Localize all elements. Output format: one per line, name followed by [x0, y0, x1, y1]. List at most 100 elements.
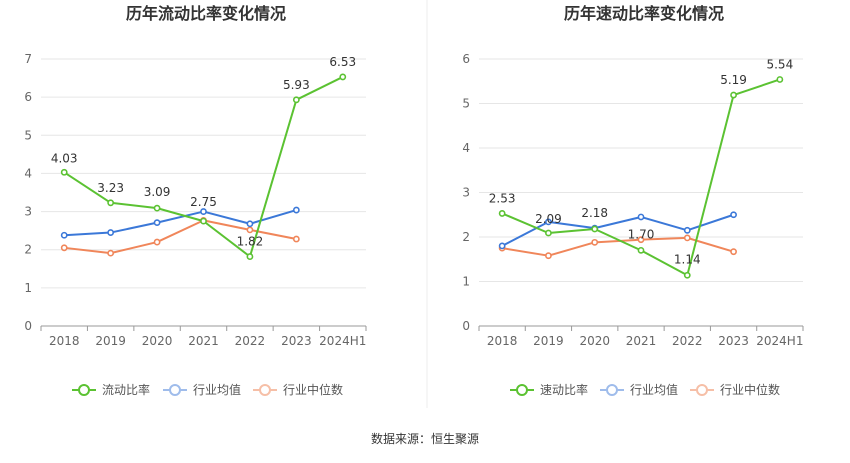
legend-marker-icon [259, 384, 271, 396]
data-point [637, 246, 645, 254]
chart-quick-ratio: 历年速动比率变化情况 0 1 2 3 4 5 6 2018 2019 2020 2021 2022 20… [462, 4, 804, 397]
data-point [683, 226, 691, 234]
legend-marker-icon [78, 384, 90, 396]
y-tick-label: 4 [462, 141, 470, 155]
y-tick-label: 1 [462, 275, 470, 289]
chart-current-ratio: 历年流动比率变化情况 0 1 2 3 4 5 6 7 2018 2019 2020 2021 2022 2… [24, 4, 367, 397]
legend-marker-icon [516, 384, 528, 396]
data-label: 5.19 [720, 73, 747, 87]
legend-marker-icon [696, 384, 708, 396]
data-point [637, 236, 645, 244]
data-point [60, 168, 68, 176]
data-label: 1.14 [674, 252, 701, 266]
data-point [107, 249, 115, 257]
data-point [107, 199, 115, 207]
data-point [545, 218, 552, 226]
data-point [498, 242, 506, 250]
x-tick-label: 2021 [188, 334, 219, 348]
x-tick-label: 2019 [95, 334, 126, 348]
data-point [60, 231, 68, 239]
data-point [637, 213, 645, 221]
data-point [153, 204, 161, 212]
data-point [683, 234, 691, 242]
data-label: 2.53 [489, 191, 516, 205]
data-point [107, 229, 115, 236]
series-line [501, 236, 734, 257]
x-tick-label: 2018 [49, 334, 80, 348]
y-tick-label: 3 [462, 186, 470, 200]
data-point [246, 220, 254, 228]
data-label: 3.09 [144, 185, 171, 199]
data-point [591, 238, 599, 246]
y-tick-label: 5 [462, 97, 470, 111]
data-label: 3.23 [97, 181, 124, 195]
legend-item-quick-ratio[interactable]: 速动比率 [510, 382, 588, 397]
x-tick-label: 2022 [235, 334, 266, 348]
data-point [545, 252, 552, 260]
data-point [153, 238, 161, 246]
y-tick-label: 1 [24, 281, 32, 295]
data-point [545, 229, 552, 237]
legend: 流动比率 行业均值 行业中位数 [72, 382, 343, 397]
x-tick-label: 2019 [533, 334, 564, 348]
legend-item-industry-median[interactable]: 行业中位数 [690, 382, 780, 397]
x-tick-label: 2020 [142, 334, 173, 348]
legend-item-industry-median[interactable]: 行业中位数 [253, 382, 343, 397]
data-point [246, 226, 254, 234]
legend-label: 行业中位数 [720, 382, 780, 397]
data-label: 5.93 [283, 78, 310, 92]
data-label: 1.70 [628, 227, 655, 241]
legend-item-current-ratio[interactable]: 流动比率 [72, 382, 150, 397]
legend-item-industry-average[interactable]: 行业均值 [163, 382, 241, 397]
data-point [60, 244, 68, 252]
y-tick-label: 2 [24, 243, 32, 257]
legend: 速动比率 行业均值 行业中位数 [510, 382, 780, 397]
x-tick-label: 2018 [487, 334, 518, 348]
data-label: 6.53 [329, 55, 356, 69]
data-point [498, 210, 506, 217]
data-source-note: 数据来源：恒生聚源 [371, 431, 479, 446]
x-tick-label: 2022 [672, 334, 703, 348]
data-point [776, 76, 784, 83]
data-point [200, 208, 207, 215]
plot-area: 0 1 2 3 4 5 6 7 2018 2019 2020 2021 2022 2023 2024H1 4.… [24, 52, 367, 348]
legend-label: 行业均值 [193, 382, 241, 397]
data-point [730, 211, 737, 219]
legend-marker-icon [606, 384, 618, 396]
x-tick-label: 2023 [718, 334, 749, 348]
y-tick-label: 0 [24, 319, 32, 333]
data-label: 2.18 [581, 206, 608, 220]
x-tick-label: 2023 [281, 334, 312, 348]
series-line [501, 78, 781, 277]
data-label: 1.82 [237, 235, 264, 249]
data-point [591, 225, 599, 233]
data-point [246, 253, 254, 260]
legend-label: 行业均值 [630, 382, 678, 397]
y-tick-label: 6 [462, 52, 470, 66]
data-label: 5.54 [766, 57, 793, 71]
data-point [153, 219, 161, 227]
data-label: 4.03 [51, 151, 78, 165]
legend-marker-icon [169, 384, 181, 396]
data-label: 2.09 [535, 212, 562, 226]
data-label: 2.75 [190, 195, 217, 209]
data-point [730, 91, 737, 99]
y-tick-label: 7 [24, 52, 32, 66]
legend-label: 行业中位数 [283, 382, 343, 397]
chart-title: 历年流动比率变化情况 [126, 4, 286, 23]
data-point [292, 206, 300, 214]
x-tick-label: 2021 [626, 334, 657, 348]
y-tick-label: 2 [462, 230, 470, 244]
legend-item-industry-average[interactable]: 行业均值 [600, 382, 678, 397]
data-point [683, 271, 691, 279]
series-line [501, 213, 734, 247]
data-point [200, 217, 207, 225]
legend-label: 速动比率 [540, 382, 588, 397]
series-line [63, 76, 344, 258]
legend-label: 流动比率 [102, 382, 150, 397]
x-tick-label: 2024H1 [756, 334, 803, 348]
data-point [730, 248, 737, 256]
data-point [339, 73, 347, 81]
